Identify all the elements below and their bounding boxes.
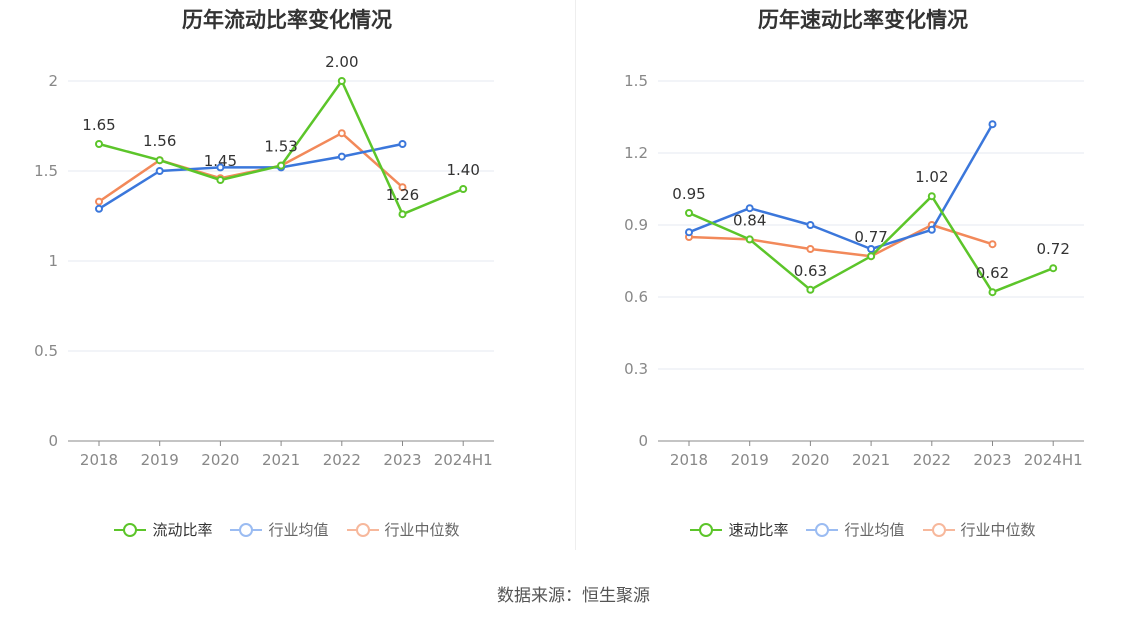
data-point [806,245,815,253]
data-point [806,221,815,229]
y-tick-label: 0.3 [624,360,648,378]
y-tick-label: 1.5 [34,162,58,180]
legend-label: 行业中位数 [960,521,1036,539]
legend-item-current-ratio[interactable]: 流动比率 [114,519,212,540]
legend-item-industry-average[interactable]: 行业均值 [230,519,329,540]
data-point [685,209,693,217]
data-label: 1.26 [386,186,419,204]
x-tick-label: 2021 [852,451,890,469]
series-line [98,142,403,210]
x-tick-label: 2021 [262,451,300,469]
x-tick-label: 2023 [973,451,1011,469]
data-point [745,204,754,213]
chart-legend: 流动比率 行业均值 行业中位数 [0,519,574,540]
legend-label: 流动比率 [152,521,213,539]
legend-label: 行业均值 [268,521,329,539]
data-point [95,140,103,148]
y-tick-label: 0 [48,432,58,450]
data-label: 1.53 [264,138,297,156]
legend-line-circle-icon [346,522,379,538]
data-point [95,197,103,206]
y-tick-label: 1.5 [624,72,648,90]
data-point [398,183,407,192]
data-source-note: 数据来源：恒生聚源 [497,586,650,606]
data-point [398,210,407,219]
data-label: 0.72 [1036,240,1069,258]
legend-item-industry-average[interactable]: 行业均值 [806,519,905,540]
data-point [337,77,346,85]
data-label: 1.40 [446,161,479,179]
data-point [277,161,286,170]
data-point [867,252,876,261]
legend-label: 速动比率 [728,521,789,539]
panel-divider [575,0,576,550]
data-point [685,228,693,237]
data-point [745,235,754,244]
legend-item-industry-median[interactable]: 行业中位数 [922,519,1036,540]
quick-ratio-plot: 0 0.3 0.6 0.9 1.2 1.5 2018 2019 2020 2021 2022 2023… [624,72,1084,469]
x-tick-label: 2024H1 [434,451,493,469]
data-point [806,285,815,294]
data-point [988,288,997,297]
x-tick-label: 2019 [731,451,769,469]
data-point [95,204,103,213]
y-tick-label: 1.2 [624,144,648,162]
data-point [988,120,997,129]
x-tick-label: 2018 [670,451,708,469]
y-tick-label: 1 [48,252,58,270]
y-tick-label: 0.9 [624,216,648,234]
current-ratio-chart-panel: 历年流动比率变化情况 0 0.5 1 1.5 2 2018 2019 2020 2021 2022… [0,0,574,560]
data-point [155,167,164,175]
chart-title: 历年速动比率变化情况 [758,8,968,32]
data-point [216,163,225,172]
x-tick-label: 2022 [323,451,361,469]
data-point [927,225,936,234]
data-point [927,192,936,201]
data-point [459,185,468,193]
legend-line-circle-icon [690,522,723,538]
x-tick-label: 2018 [80,451,118,469]
data-label: 2.00 [325,53,358,71]
legend-line-circle-icon [114,522,147,538]
data-point [1049,264,1058,273]
data-label: 0.62 [976,264,1009,282]
chart-title: 历年流动比率变化情况 [182,8,392,32]
x-tick-label: 2020 [201,451,239,469]
data-point [216,176,225,184]
y-tick-label: 0.6 [624,288,648,306]
data-point [337,152,346,161]
x-tick-label: 2023 [383,451,421,469]
current-ratio-plot: 0 0.5 1 1.5 2 2018 2019 2020 2021 2022 2023 2024H1 1… [34,53,494,469]
x-tick-label: 2019 [141,451,179,469]
data-label: 1.02 [915,168,948,186]
x-tick-label: 2024H1 [1024,451,1083,469]
y-tick-label: 2 [48,72,58,90]
legend-line-circle-icon [922,522,955,538]
y-tick-label: 0 [638,432,648,450]
legend-item-quick-ratio[interactable]: 速动比率 [690,519,788,540]
series-line [688,223,993,258]
data-point [988,240,997,249]
x-tick-label: 2022 [913,451,951,469]
x-tick-label: 2020 [791,451,829,469]
quick-ratio-chart-panel: 历年速动比率变化情况 0 0.3 0.6 0.9 1.2 1.5 2018 2019 2020 2… [576,0,1147,560]
data-label: 0.63 [794,262,827,280]
data-label: 0.84 [733,211,766,229]
data-point [398,140,407,148]
data-label: 0.95 [672,185,705,203]
data-label: 0.77 [854,228,887,246]
legend-item-industry-median[interactable]: 行业中位数 [346,519,460,540]
data-point [337,129,346,138]
data-label: 1.65 [82,116,115,134]
legend-label: 行业中位数 [384,521,460,539]
data-label: 1.45 [204,152,237,170]
legend-line-circle-icon [230,522,263,538]
legend-label: 行业均值 [844,521,905,539]
data-label: 1.56 [143,132,176,150]
data-point [867,245,876,253]
y-tick-label: 0.5 [34,342,58,360]
chart-legend: 速动比率 行业均值 行业中位数 [576,519,1147,540]
legend-line-circle-icon [806,522,839,538]
data-point [155,156,164,165]
